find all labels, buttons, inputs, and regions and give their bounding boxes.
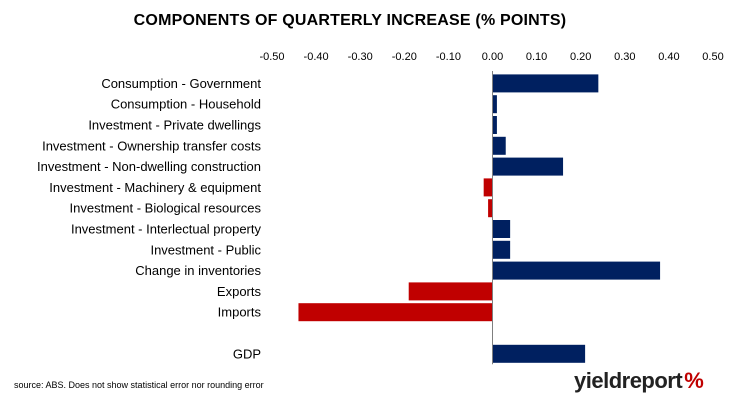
x-tick-label: 0.00 xyxy=(482,51,503,63)
bar xyxy=(492,116,497,134)
bar xyxy=(483,178,493,197)
bar xyxy=(492,240,511,259)
category-label: Consumption - Government xyxy=(101,76,261,91)
bar xyxy=(488,199,493,218)
x-tick-label: -0.40 xyxy=(304,51,329,63)
x-tick-label: -0.20 xyxy=(392,51,417,63)
x-tick-label: 0.50 xyxy=(702,51,723,63)
bar xyxy=(408,282,493,301)
bar xyxy=(492,74,599,93)
chart-title: COMPONENTS OF QUARTERLY INCREASE (% POIN… xyxy=(133,12,567,29)
bar xyxy=(492,95,497,114)
source-note: source: ABS. Does not show statistical e… xyxy=(14,380,264,390)
bar xyxy=(492,344,586,363)
logo-percent-symbol: % xyxy=(684,368,704,393)
category-label: Investment - Interlectual property xyxy=(71,222,262,237)
category-label: Change in inventories xyxy=(135,263,261,278)
category-label: Exports xyxy=(217,284,262,299)
yieldreport-logo: yieldreport% xyxy=(574,368,704,394)
category-label: Investment - Private dwellings xyxy=(88,118,261,133)
logo-text: yieldreport xyxy=(574,368,683,393)
category-label: Investment - Ownership transfer costs xyxy=(42,138,261,153)
x-tick-label: 0.40 xyxy=(658,51,679,63)
x-tick-label: 0.10 xyxy=(526,51,547,63)
category-label: Investment - Machinery & equipment xyxy=(49,180,261,195)
bar xyxy=(492,220,511,238)
category-label: Imports xyxy=(218,305,262,320)
category-label: GDP xyxy=(233,346,261,361)
category-label: Investment - Non-dwelling construction xyxy=(37,159,261,174)
x-tick-label: 0.30 xyxy=(614,51,635,63)
x-tick-label: -0.30 xyxy=(348,51,373,63)
category-label: Investment - Biological resources xyxy=(70,201,262,216)
bar xyxy=(492,261,661,280)
bar xyxy=(298,303,493,322)
category-label: Consumption - Household xyxy=(111,97,261,112)
bar xyxy=(492,136,506,155)
x-tick-label: -0.10 xyxy=(436,51,461,63)
x-tick-label: 0.20 xyxy=(570,51,591,63)
x-tick-label: -0.50 xyxy=(259,51,284,63)
bar xyxy=(492,157,564,176)
category-label: Investment - Public xyxy=(150,242,261,257)
